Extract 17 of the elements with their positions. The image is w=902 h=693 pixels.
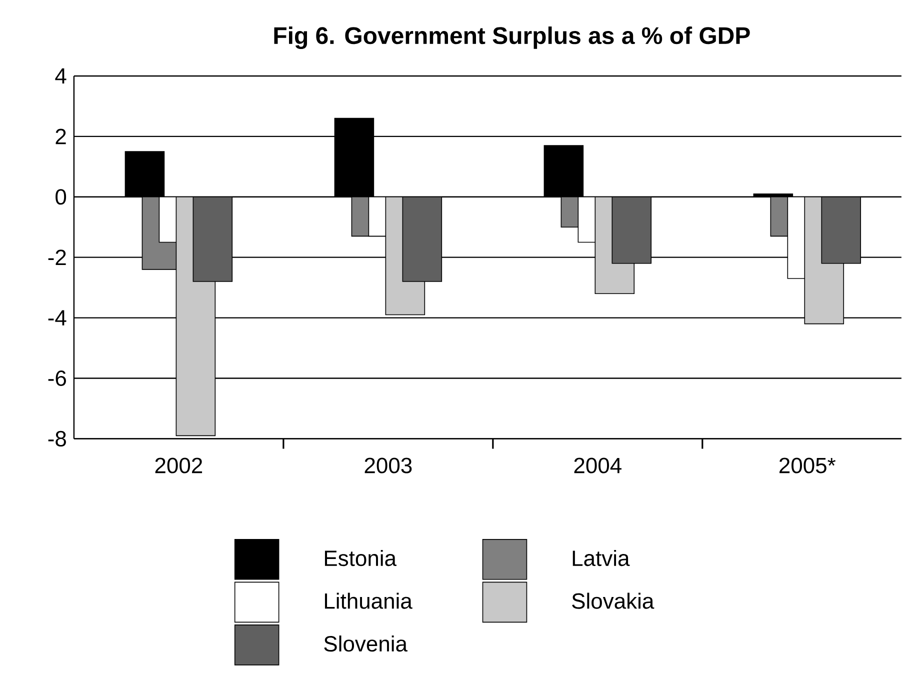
y-tick-label: 4 (55, 68, 66, 84)
y-tick-label: 2 (56, 128, 66, 144)
x-tick-label: 2002 (155, 458, 202, 474)
x-tick-label: 2005* (780, 458, 836, 474)
y-tick-label: 0 (56, 189, 66, 205)
y-tick-label: -8 (48, 431, 66, 447)
y-tick-label: -6 (48, 370, 66, 386)
legend-label: Lithuania (324, 592, 412, 610)
legend-label: Latvia (572, 550, 630, 566)
legend-label: Slovenia (324, 636, 408, 652)
chart-title: Fig 6. Government Surplus as a % of GDP (274, 26, 750, 50)
y-tick-label: -4 (48, 310, 66, 326)
x-tick-label: 2003 (364, 458, 412, 474)
legend-label: Slovakia (572, 592, 654, 610)
x-tick-label: 2004 (574, 458, 622, 474)
y-tick-label: -2 (48, 250, 66, 266)
legend-label: Estonia (324, 550, 397, 566)
